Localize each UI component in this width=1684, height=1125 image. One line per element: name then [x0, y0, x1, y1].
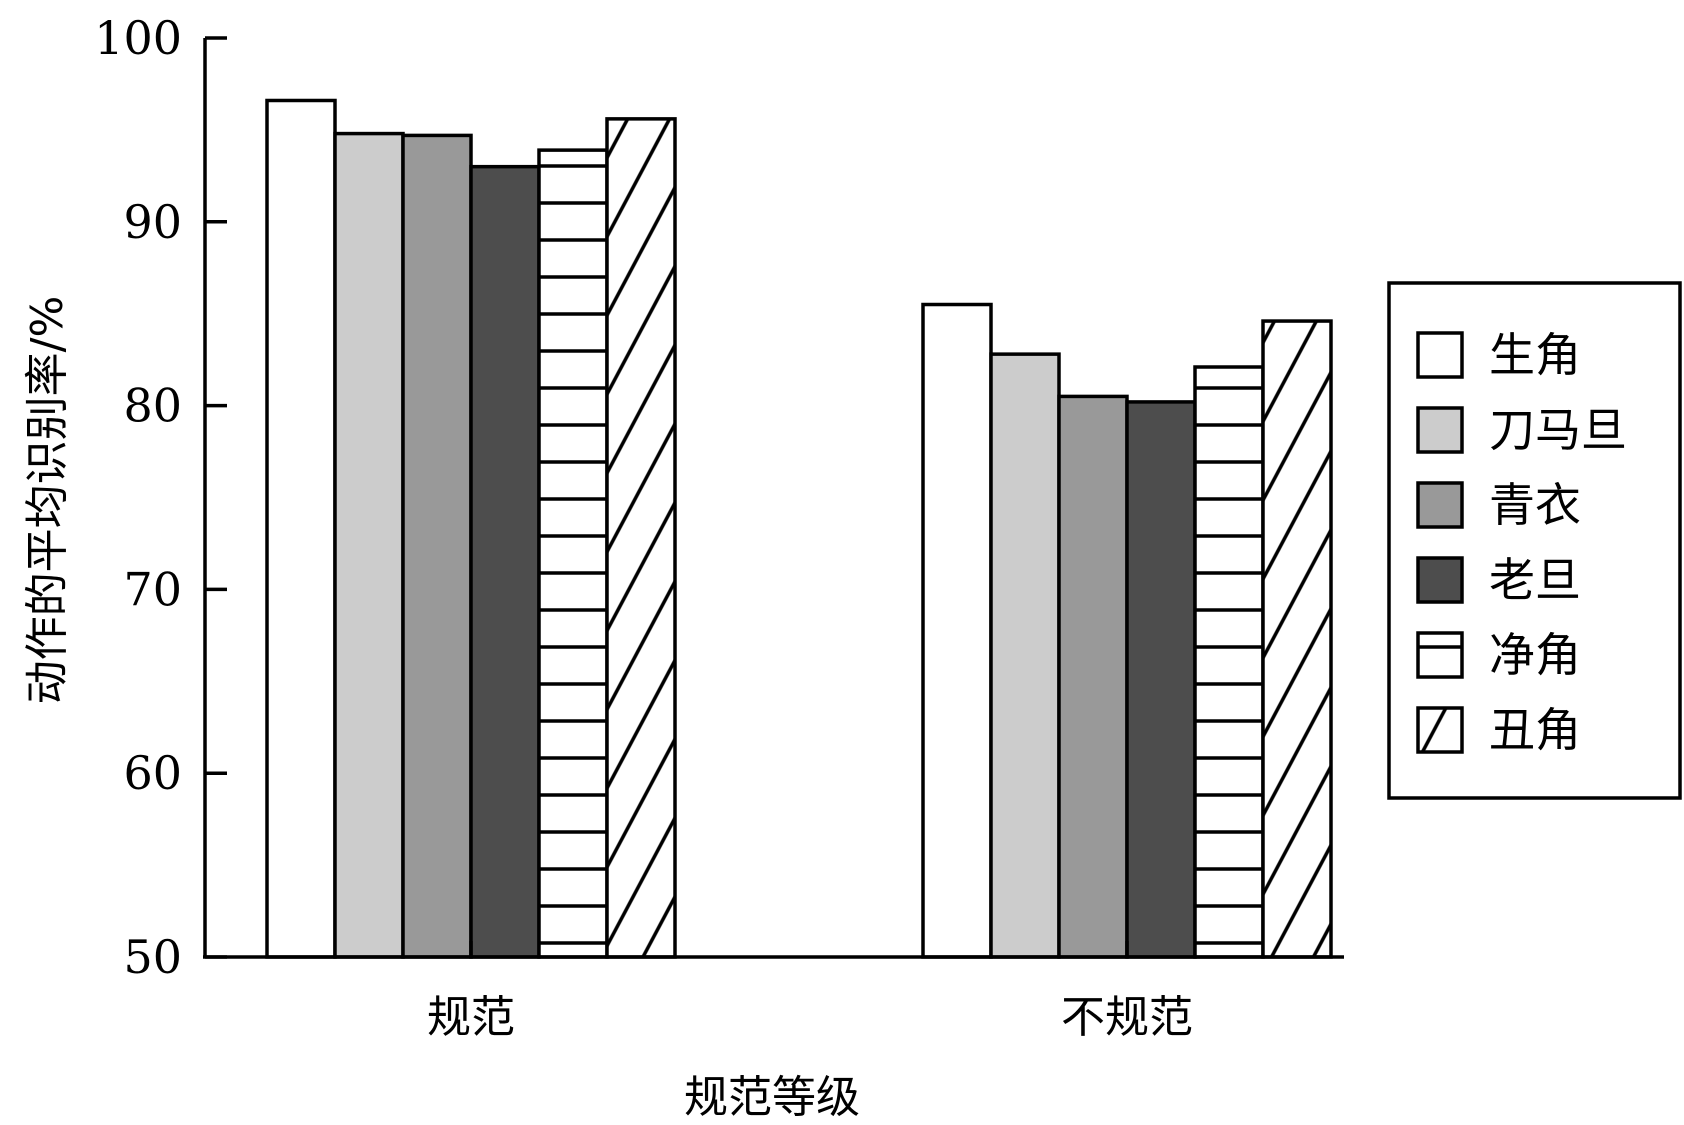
legend-swatch [1416, 706, 1464, 754]
legend-label: 老旦 [1489, 553, 1581, 607]
legend-label: 青衣 [1489, 478, 1581, 532]
legend-label: 刀马旦 [1489, 403, 1627, 457]
x-axis-title: 规范等级 [684, 1072, 860, 1123]
y-ticks: 50 60 70 80 90 100 [94, 11, 227, 984]
bar [1057, 394, 1129, 959]
x-ticks: 规范 不规范 [427, 941, 1193, 1043]
bar [921, 302, 993, 959]
y-tick-label: 100 [94, 11, 182, 65]
bar [265, 98, 337, 959]
x-tick-label: 规范 [427, 992, 515, 1043]
bar [537, 148, 609, 959]
legend-label: 净角 [1489, 628, 1581, 682]
legend-swatch [1416, 556, 1464, 604]
y-tick-label: 90 [123, 195, 182, 249]
legend-swatch [1416, 631, 1464, 679]
bar [401, 133, 473, 959]
bar [989, 352, 1061, 959]
bar [605, 117, 677, 959]
y-tick-label: 60 [123, 746, 182, 800]
bars-layer [265, 98, 1333, 959]
legend-label: 丑角 [1489, 703, 1581, 757]
bar [1193, 365, 1265, 959]
bar [469, 164, 541, 959]
y-tick-label: 50 [123, 930, 182, 984]
legend-swatch [1416, 331, 1464, 379]
x-tick-label: 不规范 [1061, 992, 1193, 1043]
bar [333, 131, 405, 959]
axes-layer [203, 38, 1344, 959]
legend-swatch [1416, 406, 1464, 454]
bar [1261, 319, 1333, 959]
legend-swatch [1416, 481, 1464, 529]
y-tick-label: 80 [123, 379, 182, 433]
y-tick-label: 70 [123, 562, 182, 616]
legend-label: 生角 [1489, 328, 1581, 382]
y-axis-title: 动作的平均识别率/% [22, 296, 73, 705]
bar [1125, 400, 1197, 959]
